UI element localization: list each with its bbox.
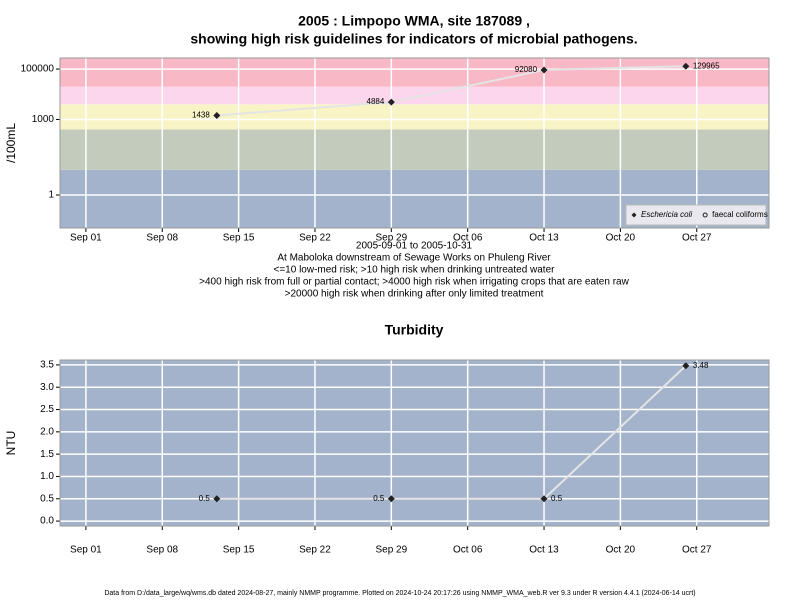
subtitle: >20000 high risk when drinking after onl…: [285, 289, 544, 300]
x-tick-label: Sep 01: [70, 545, 102, 556]
x-tick-label: Oct 06: [453, 545, 483, 556]
x-tick-label: Oct 06: [453, 233, 483, 244]
y-tick-label: 2.5: [40, 404, 54, 415]
risk-band: [60, 58, 769, 87]
x-tick-label: Sep 29: [375, 233, 407, 244]
subtitle: 2005-09-01 to 2005-10-31: [356, 241, 473, 252]
legend-marker: [631, 212, 637, 218]
x-tick-label: Oct 13: [529, 233, 559, 244]
x-tick-label: Oct 13: [529, 545, 559, 556]
x-tick-label: Oct 27: [682, 233, 712, 244]
x-tick-label: Sep 08: [146, 233, 178, 244]
chart-title: Turbidity: [385, 322, 444, 338]
y-tick-label: 1.0: [40, 471, 54, 482]
x-tick-label: Sep 08: [146, 545, 178, 556]
data-label: 0.5: [551, 494, 563, 503]
risk-band: [60, 104, 769, 130]
subtitle: <=10 low-med risk; >10 high risk when dr…: [274, 265, 556, 276]
data-point: [387, 495, 395, 503]
y-tick-label: 100000: [21, 64, 55, 75]
y-axis-label: /100mL: [4, 123, 18, 163]
x-tick-label: Oct 27: [682, 545, 712, 556]
legend-marker: [702, 212, 708, 218]
risk-band: [60, 86, 769, 105]
plot-background: [60, 360, 769, 526]
subtitle: At Maboloka downstream of Sewage Works o…: [277, 253, 551, 264]
data-point: [682, 62, 690, 70]
y-tick-label: 2.0: [40, 426, 54, 437]
x-tick-label: Sep 01: [70, 233, 102, 244]
x-tick-label: Sep 15: [223, 545, 255, 556]
y-tick-label: 3.5: [40, 360, 54, 371]
subtitle: >400 high risk from full or partial cont…: [199, 277, 629, 288]
y-tick-label: 1000: [32, 114, 55, 125]
data-point: [387, 98, 395, 106]
data-label: 3.48: [693, 361, 709, 370]
x-tick-label: Oct 20: [606, 233, 636, 244]
chart-title: 2005 : Limpopo WMA, site 187089 ,: [298, 13, 530, 29]
legend-box: [625, 204, 767, 226]
data-point: [540, 495, 548, 503]
y-axis-label: NTU: [4, 431, 18, 456]
data-label: 0.5: [373, 494, 385, 503]
data-label: 92080: [515, 65, 538, 74]
data-label: 129965: [693, 61, 720, 70]
y-tick-label: 1: [48, 190, 54, 201]
x-tick-label: Sep 15: [223, 233, 255, 244]
data-label: 1438: [192, 111, 210, 120]
data-label: 0.5: [199, 494, 211, 503]
legend-label: faecal coliforms: [712, 210, 768, 219]
x-tick-label: Sep 29: [375, 545, 407, 556]
legend-label: Eschericia coli: [641, 210, 692, 219]
data-label: 4884: [367, 97, 385, 106]
risk-band: [60, 129, 769, 170]
series-line: [216, 365, 687, 500]
x-tick-label: Sep 22: [299, 233, 331, 244]
y-tick-label: 1.5: [40, 449, 54, 460]
x-tick-label: Sep 22: [299, 545, 331, 556]
footer: Data from D:/data_large/wq/wms.db dated …: [104, 590, 695, 597]
data-point: [540, 66, 548, 74]
data-point: [213, 111, 221, 119]
chart-title: showing high risk guidelines for indicat…: [190, 31, 637, 47]
y-tick-label: 3.0: [40, 382, 54, 393]
series-line: [216, 65, 686, 117]
x-tick-label: Oct 20: [606, 545, 636, 556]
y-tick-label: 0.5: [40, 493, 54, 504]
data-point: [682, 362, 690, 370]
plot-frame: [59, 57, 770, 229]
data-point: [213, 495, 221, 503]
y-tick-label: 0.0: [40, 516, 54, 527]
plot-frame: [59, 359, 770, 527]
